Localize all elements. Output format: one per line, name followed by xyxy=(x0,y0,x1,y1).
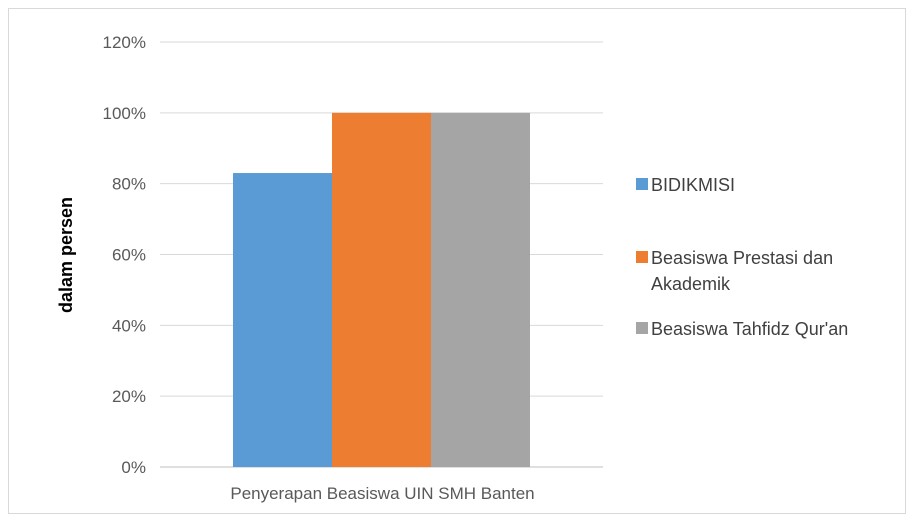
y-tick-label: 20% xyxy=(112,387,146,406)
y-tick-labels: 0% 20% 40% 60% 80% 100% 120% xyxy=(103,33,146,477)
bars xyxy=(233,112,530,467)
y-tick-label: 0% xyxy=(121,458,146,477)
legend-label: Beasiswa Prestasi dan Akademik xyxy=(651,248,834,295)
bar-bidikmisi xyxy=(233,173,332,467)
y-tick-label: 100% xyxy=(103,104,146,123)
bar-beasiswa-prestasi-dan-akademik xyxy=(332,112,431,467)
y-tick-label: 80% xyxy=(112,175,146,194)
y-tick-label: 40% xyxy=(112,316,146,335)
legend-item: Beasiswa Tahfidz Qur'an xyxy=(636,316,848,342)
legend-label: BIDIKMISI xyxy=(651,175,736,195)
legend-swatch xyxy=(636,251,648,263)
x-category-label: Penyerapan Beasiswa UIN SMH Banten xyxy=(230,484,534,503)
legend-swatch xyxy=(636,322,648,334)
legend-item: Beasiswa Prestasi dan Akademik xyxy=(636,245,886,297)
legend-item: BIDIKMISI xyxy=(636,172,735,198)
legend-label: Beasiswa Tahfidz Qur'an xyxy=(651,319,849,339)
bar-beasiswa-tahfidz-qur-an xyxy=(431,112,530,467)
y-axis-label: dalam persen xyxy=(56,197,76,313)
legend-swatch xyxy=(636,178,648,190)
y-tick-label: 120% xyxy=(103,33,146,52)
y-tick-label: 60% xyxy=(112,246,146,265)
